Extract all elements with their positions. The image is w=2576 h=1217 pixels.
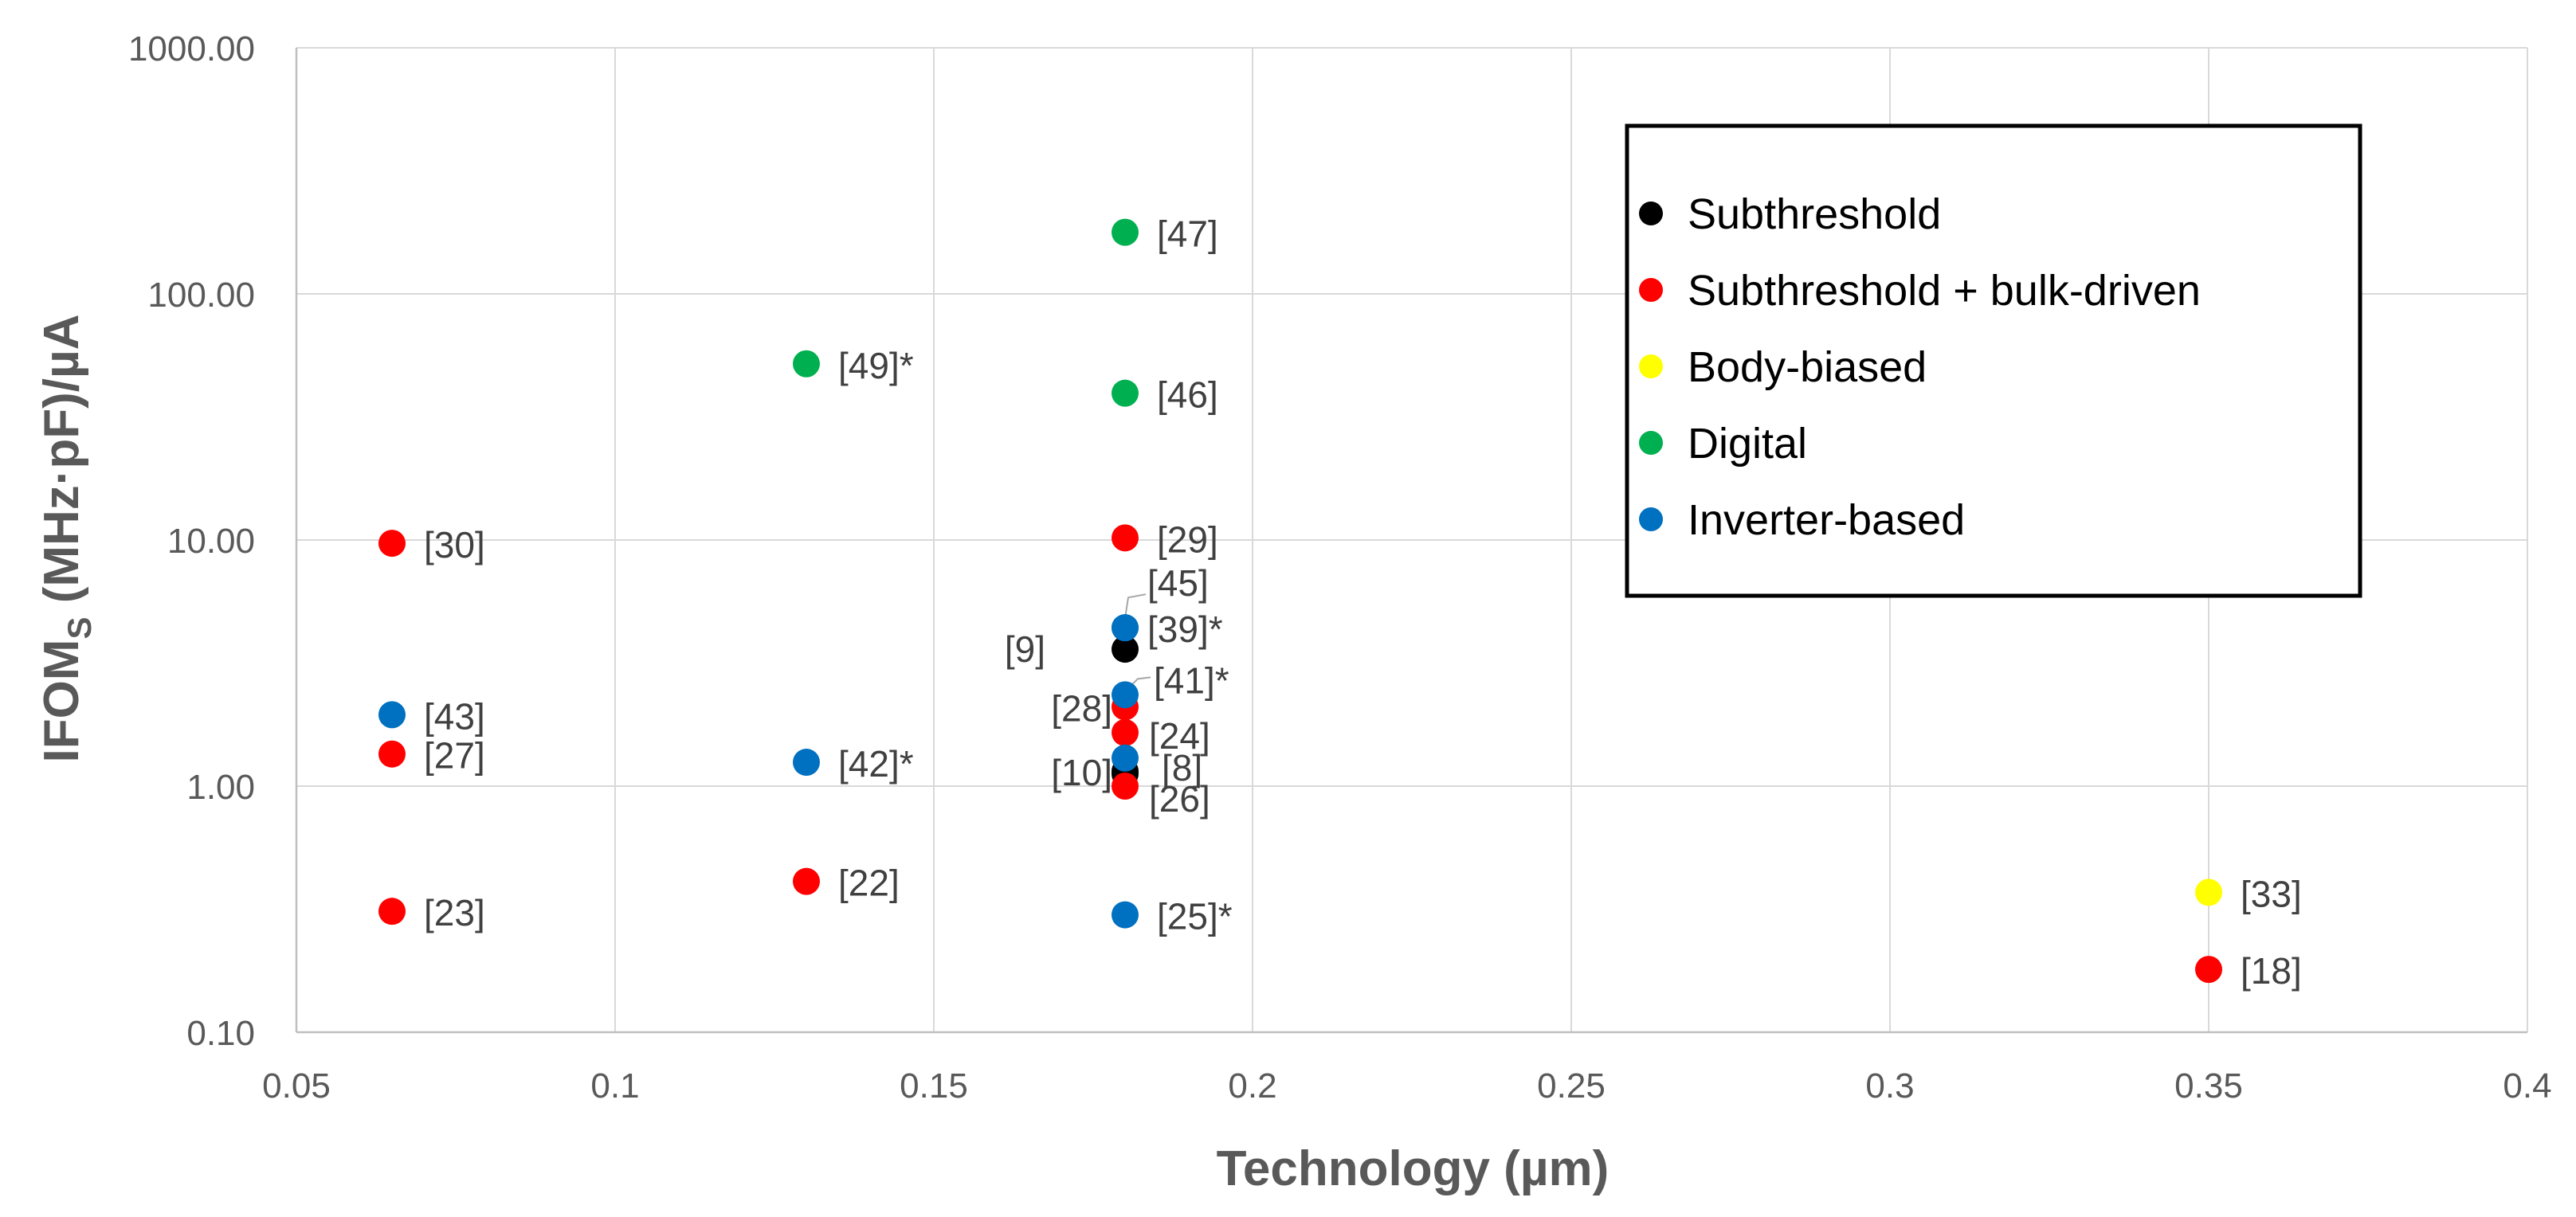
point-label: [42]*: [838, 743, 914, 785]
y-axis-title: IFOMS (MHz·pF)/µA: [34, 314, 98, 762]
point-subthreshold-bulk-driven: [1112, 524, 1139, 552]
point-labels: [9] [10] [8] [30] [27] [23] [22] [29] [28] [24] [2…: [424, 213, 2302, 992]
legend-label: Subthreshold + bulk-driven: [1688, 267, 2201, 315]
point-digital: [1112, 218, 1139, 246]
axes: [295, 48, 2527, 1034]
point-subthreshold-bulk-driven: [378, 530, 406, 558]
point-label: [25]*: [1157, 896, 1233, 937]
point-label: [18]: [2241, 950, 2302, 992]
point-label: [41]*: [1154, 659, 1229, 701]
x-tick-label: 0.15: [900, 1066, 968, 1105]
point-label: [33]: [2241, 873, 2302, 914]
y-tick-label: 1.00: [186, 768, 255, 807]
y-axis-title-rest: (MHz·pF)/µA: [34, 314, 89, 616]
point-label: [30]: [424, 524, 485, 565]
legend-label: Body-biased: [1688, 343, 1927, 391]
legend-label: Digital: [1688, 420, 1807, 468]
legend-marker: [1639, 431, 1663, 455]
legend: Subthreshold Subthreshold + bulk-driven Bo…: [1625, 123, 2362, 598]
point-label: [8]: [1162, 747, 1202, 789]
leader-lines: [1124, 593, 1151, 687]
x-tick-label: 0.2: [1228, 1066, 1276, 1105]
point-inverter-based: [1112, 614, 1139, 642]
x-tick-labels: 0.05 0.1 0.15 0.2 0.25 0.3 0.35 0.4: [262, 1066, 2551, 1105]
point-subthreshold-bulk-driven: [1112, 773, 1139, 800]
point-label: [27]: [424, 735, 485, 777]
point-inverter-based: [1112, 901, 1139, 929]
legend-label: Inverter-based: [1688, 496, 1965, 544]
point-subthreshold-bulk-driven: [378, 898, 406, 925]
point-inverter-based: [793, 749, 820, 777]
leader-line: [1124, 593, 1147, 619]
y-tick-label: 10.00: [167, 522, 255, 561]
point-body-biased: [2195, 879, 2222, 906]
x-tick-label: 0.05: [262, 1066, 331, 1105]
point-label: [49]*: [838, 345, 914, 386]
leader-line: [1131, 676, 1151, 687]
data-points: [378, 218, 2222, 984]
point-label: [23]: [424, 892, 485, 933]
point-label: [45]: [1147, 562, 1209, 604]
x-tick-label: 0.1: [590, 1066, 639, 1105]
point-label: [24]: [1149, 715, 1210, 757]
legend-label: Subthreshold: [1688, 190, 1941, 238]
point-label: [9]: [1005, 628, 1045, 670]
legend-box: [1625, 123, 2362, 598]
y-tick-label: 100.00: [147, 276, 255, 315]
point-label: [28]: [1051, 687, 1112, 729]
y-tick-label: 1000.00: [128, 29, 255, 68]
y-tick-label: 0.10: [186, 1014, 255, 1053]
point-inverter-based: [378, 701, 406, 729]
x-tick-label: 0.3: [1865, 1066, 1914, 1105]
point-label: [47]: [1157, 213, 1218, 255]
point-label: [10]: [1051, 752, 1112, 793]
y-axis-title-main: IFOM: [34, 640, 89, 763]
point-label: [29]: [1157, 518, 1218, 560]
y-tick-labels: 0.10 1.00 10.00 100.00 1000.00: [128, 29, 255, 1053]
legend-marker: [1639, 278, 1663, 302]
legend-marker: [1639, 202, 1663, 225]
point-subthreshold-bulk-driven: [793, 867, 820, 895]
point-subthreshold-bulk-driven: [2195, 956, 2222, 984]
point-digital: [793, 350, 820, 378]
point-subthreshold-bulk-driven: [378, 740, 406, 768]
point-subthreshold: [1112, 636, 1139, 663]
point-subthreshold-bulk-driven: [1112, 718, 1139, 746]
legend-marker: [1639, 507, 1663, 531]
point-label: [22]: [838, 863, 900, 904]
x-tick-label: 0.25: [1537, 1066, 1606, 1105]
y-axis-title-subscript: S: [61, 617, 98, 640]
point-inverter-based: [1112, 681, 1139, 709]
point-label: [39]*: [1147, 608, 1223, 650]
point-label: [26]: [1149, 778, 1210, 820]
x-tick-label: 0.35: [2174, 1066, 2243, 1105]
point-label: [43]: [424, 695, 485, 737]
point-digital: [1112, 379, 1139, 407]
x-axis-title: Technology (µm): [1217, 1141, 1610, 1196]
x-tick-label: 0.4: [2503, 1066, 2551, 1105]
point-label: [46]: [1157, 374, 1218, 416]
point-inverter-based: [1112, 744, 1139, 772]
legend-marker: [1639, 354, 1663, 378]
